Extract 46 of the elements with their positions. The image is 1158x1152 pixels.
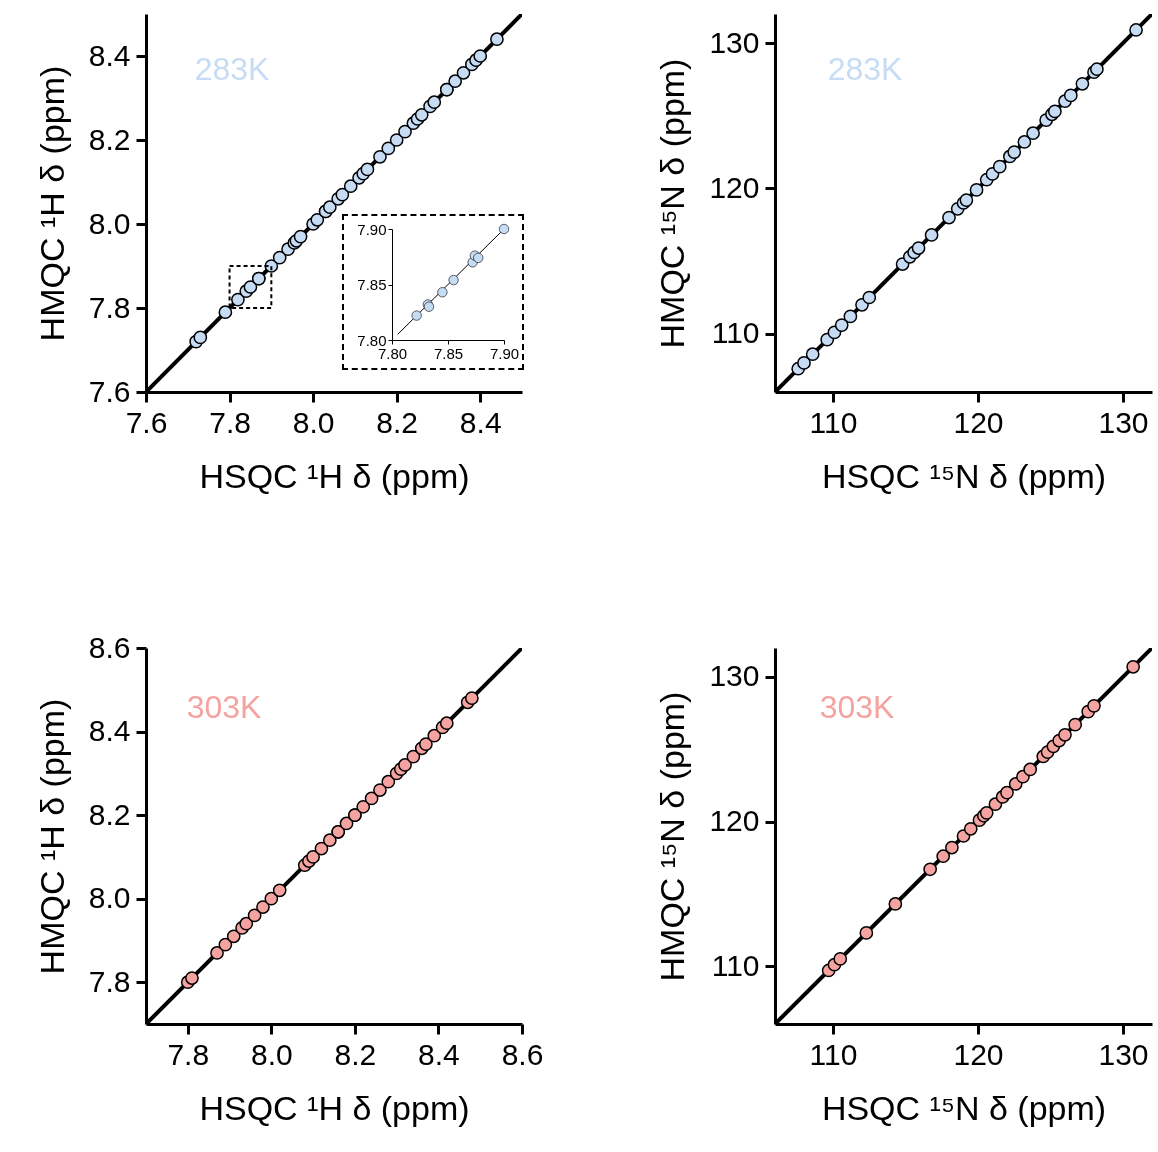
x-tick-label: 8.0 <box>250 1037 293 1071</box>
annotation: 283K <box>827 51 903 87</box>
x-axis-title: HSQC ¹H δ (ppm) <box>199 1088 470 1127</box>
x-tick-label: 7.85 <box>433 344 464 362</box>
y-tick-label: 8.2 <box>88 797 131 831</box>
y-tick-label: 7.8 <box>88 290 131 324</box>
annotation: 303K <box>186 689 262 725</box>
x-tick-label: 110 <box>809 1037 858 1071</box>
y-axis-title: HMQC ¹H δ (ppm) <box>32 65 71 342</box>
y-tick-label: 8.4 <box>88 714 131 748</box>
annotation: 283K <box>194 51 270 87</box>
x-axis-title: HSQC ¹⁵N δ (ppm) <box>821 1088 1107 1127</box>
x-axis-title: HSQC ¹⁵N δ (ppm) <box>821 456 1107 495</box>
x-tick-label: 130 <box>1098 1037 1149 1071</box>
x-tick-label: 8.4 <box>418 1037 460 1071</box>
y-tick-label: 110 <box>711 948 760 982</box>
x-tick-label: 8.0 <box>292 405 335 439</box>
x-axis-title: HSQC ¹H δ (ppm) <box>199 456 470 495</box>
y-tick-label: 7.85 <box>357 276 387 293</box>
y-tick-label: 7.8 <box>88 964 131 998</box>
y-tick-label: 130 <box>709 659 760 693</box>
x-tick-label: 110 <box>809 405 858 439</box>
y-axis-title: HMQC ¹⁵N δ (ppm) <box>653 58 692 349</box>
y-tick-label: 8.0 <box>88 206 131 240</box>
y-tick-label: 8.2 <box>88 122 131 156</box>
y-axis-title: HMQC ¹H δ (ppm) <box>32 698 71 975</box>
y-axis-title: HMQC ¹⁵N δ (ppm) <box>653 691 692 982</box>
y-tick-label: 7.80 <box>357 331 387 349</box>
x-tick-label: 130 <box>1098 405 1149 439</box>
x-tick-label: 7.8 <box>209 405 251 439</box>
y-tick-label: 8.0 <box>88 881 131 915</box>
y-tick-label: 120 <box>709 170 760 204</box>
annotation: 303K <box>819 689 895 725</box>
y-tick-label: 7.90 <box>357 220 387 238</box>
y-tick-label: 120 <box>709 804 760 838</box>
x-tick-label: 7.8 <box>167 1037 210 1071</box>
x-tick-label: 7.6 <box>125 405 168 439</box>
y-tick-label: 130 <box>709 25 760 59</box>
x-tick-label: 120 <box>953 1037 1004 1071</box>
x-tick-label: 8.4 <box>459 405 502 439</box>
x-tick-label: 8.6 <box>501 1037 544 1071</box>
y-tick-label: 8.6 <box>88 630 131 664</box>
x-tick-label: 7.90 <box>489 344 520 362</box>
y-tick-label: 8.4 <box>88 38 131 72</box>
x-tick-label: 120 <box>953 405 1004 439</box>
y-tick-label: 7.6 <box>88 374 131 408</box>
